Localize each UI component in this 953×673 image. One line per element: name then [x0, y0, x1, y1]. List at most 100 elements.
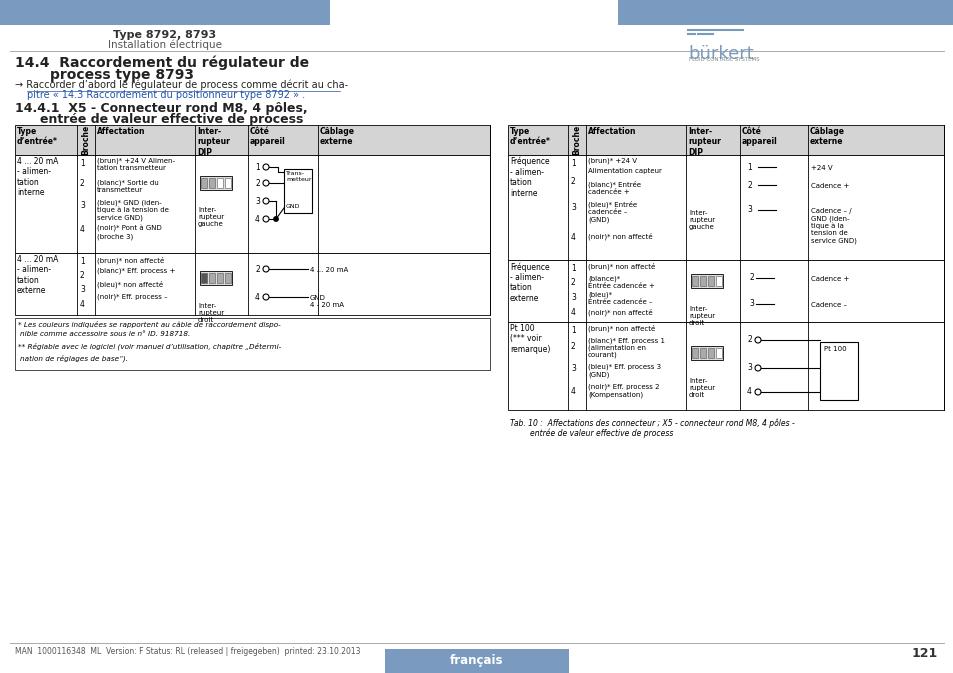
Text: 3: 3 [571, 203, 576, 212]
Text: 3: 3 [746, 363, 751, 372]
Bar [15, 318, 490, 370]
Text: (bleu)* non affecté: (bleu)* non affecté [97, 281, 163, 289]
Bar [216, 178, 223, 188]
Text: Trans-
metteur: Trans- metteur [286, 171, 312, 182]
Text: 2: 2 [571, 278, 576, 287]
Bar [15, 125, 490, 155]
Text: Pt 100
(*** voir
remarque): Pt 100 (*** voir remarque) [510, 324, 550, 354]
Bar [715, 348, 721, 358]
Text: GND
4 - 20 mA: GND 4 - 20 mA [310, 295, 344, 308]
Text: Type 8792, 8793: Type 8792, 8793 [113, 30, 216, 40]
Text: 2: 2 [80, 179, 85, 188]
Text: Broche: Broche [81, 125, 91, 155]
Bar [700, 348, 705, 358]
Text: 3: 3 [254, 197, 260, 205]
Text: 4: 4 [746, 388, 751, 396]
Text: (blanc)* Sortie du
transmetteur: (blanc)* Sortie du transmetteur [97, 179, 158, 192]
Text: (noir)* Eff. process –: (noir)* Eff. process – [97, 294, 168, 301]
Bar [284, 169, 312, 213]
Text: (bleu)* Entrée
cadencée –
(GND): (bleu)* Entrée cadencée – (GND) [587, 201, 637, 223]
Text: 3: 3 [571, 364, 576, 373]
Text: Inter-
rupteur
droit: Inter- rupteur droit [198, 303, 224, 323]
Bar [225, 178, 231, 188]
Bar [225, 273, 231, 283]
Text: Cadence +: Cadence + [810, 183, 848, 189]
Text: Côté
appareil: Côté appareil [741, 127, 777, 147]
Text: Cadence – /
GND (iden-
tique à la
tension de
service GND): Cadence – / GND (iden- tique à la tensio… [810, 208, 856, 244]
Text: nation de réglages de base“).: nation de réglages de base“). [20, 354, 128, 361]
Text: 4 ... 20 mA
- alimen-
tation
interne: 4 ... 20 mA - alimen- tation interne [17, 157, 58, 197]
Text: 1: 1 [746, 162, 751, 172]
Text: 2: 2 [255, 264, 260, 273]
Bar [707, 276, 714, 286]
Bar [820, 342, 857, 400]
Text: 1: 1 [80, 257, 85, 266]
Text: Type
d’entrée*: Type d’entrée* [17, 127, 58, 147]
Text: 3: 3 [571, 293, 576, 302]
Text: 2: 2 [746, 336, 751, 345]
Text: (noir)* Eff. process 2
(Kompensation): (noir)* Eff. process 2 (Kompensation) [587, 384, 659, 398]
Text: (blanc)* Eff. process +: (blanc)* Eff. process + [97, 268, 175, 275]
Text: 2: 2 [571, 342, 576, 351]
Text: Installation électrique: Installation électrique [108, 39, 222, 50]
Text: Fréquence
- alimen-
tation
externe: Fréquence - alimen- tation externe [510, 262, 549, 303]
Text: process type 8793: process type 8793 [50, 68, 193, 82]
Bar [691, 348, 698, 358]
Text: Alimentation capteur: Alimentation capteur [587, 168, 661, 174]
Text: 2: 2 [255, 178, 260, 188]
Text: (bleu)* Eff. process 3
(GND): (bleu)* Eff. process 3 (GND) [587, 364, 660, 378]
Text: 3: 3 [746, 205, 751, 215]
Text: FLUID CONTROL SYSTEMS: FLUID CONTROL SYSTEMS [688, 57, 759, 62]
Text: (bleu)*
Entrée cadencée –: (bleu)* Entrée cadencée – [587, 292, 652, 306]
Bar [715, 276, 721, 286]
Text: 3: 3 [748, 299, 753, 308]
Bar [691, 276, 698, 286]
Bar [216, 273, 223, 283]
Text: 4: 4 [571, 387, 576, 396]
Text: Câblage
externe: Câblage externe [319, 127, 355, 147]
Text: +24 V: +24 V [810, 165, 832, 171]
Text: Inter-
rupteur
DIP: Inter- rupteur DIP [687, 127, 720, 157]
Text: 4: 4 [254, 293, 260, 302]
Bar [707, 348, 714, 358]
Bar [507, 125, 943, 155]
Circle shape [274, 217, 278, 221]
Text: Type
d’entrée*: Type d’entrée* [510, 127, 550, 147]
Text: (noir)* non affecté: (noir)* non affecté [587, 233, 652, 240]
Text: Côté
appareil: Côté appareil [250, 127, 286, 147]
Text: 4: 4 [80, 225, 85, 234]
Text: français: français [450, 654, 503, 667]
Text: Câblage
externe: Câblage externe [809, 127, 844, 147]
Bar [15, 155, 490, 253]
Text: 1: 1 [80, 159, 85, 168]
Bar [507, 260, 943, 322]
Text: 1: 1 [571, 159, 576, 168]
Text: 1: 1 [571, 326, 576, 335]
Text: (blance)*
Entrée cadencée +: (blance)* Entrée cadencée + [587, 275, 654, 289]
Bar [200, 273, 207, 283]
Text: (brun)* non affecté: (brun)* non affecté [587, 325, 655, 332]
Text: 2: 2 [748, 273, 753, 283]
Text: 4 ... 20 mA: 4 ... 20 mA [310, 267, 348, 273]
Text: 4 ... 20 mA
- alimen-
tation
externe: 4 ... 20 mA - alimen- tation externe [17, 255, 58, 295]
Text: (bleu)* GND (iden-
tique à la tension de
service GND): (bleu)* GND (iden- tique à la tension de… [97, 199, 169, 221]
Bar [618, 0, 953, 25]
Text: nible comme accessoire sous le n° ID. 918718.: nible comme accessoire sous le n° ID. 91… [20, 331, 190, 337]
Text: Affectation: Affectation [587, 127, 636, 136]
Text: 121: 121 [911, 647, 937, 660]
Text: 3: 3 [80, 201, 85, 210]
Bar [690, 274, 722, 288]
Text: (blanc)* Entrée
cadencée +: (blanc)* Entrée cadencée + [587, 180, 640, 194]
Text: Broche: Broche [572, 125, 581, 155]
Text: Fréquence
- alimen-
tation
interne: Fréquence - alimen- tation interne [510, 157, 549, 198]
Text: Affectation: Affectation [97, 127, 146, 136]
Text: entrée de valeur effective de process: entrée de valeur effective de process [40, 113, 303, 126]
Text: 2: 2 [746, 180, 751, 190]
Bar [700, 276, 705, 286]
Text: Cadence –: Cadence – [810, 302, 846, 308]
Bar [690, 346, 722, 360]
Text: 14.4  Raccordement du régulateur de: 14.4 Raccordement du régulateur de [15, 56, 309, 71]
Text: (brun)* non affecté: (brun)* non affecté [587, 263, 655, 271]
Text: 4: 4 [571, 233, 576, 242]
Text: GND: GND [286, 204, 300, 209]
